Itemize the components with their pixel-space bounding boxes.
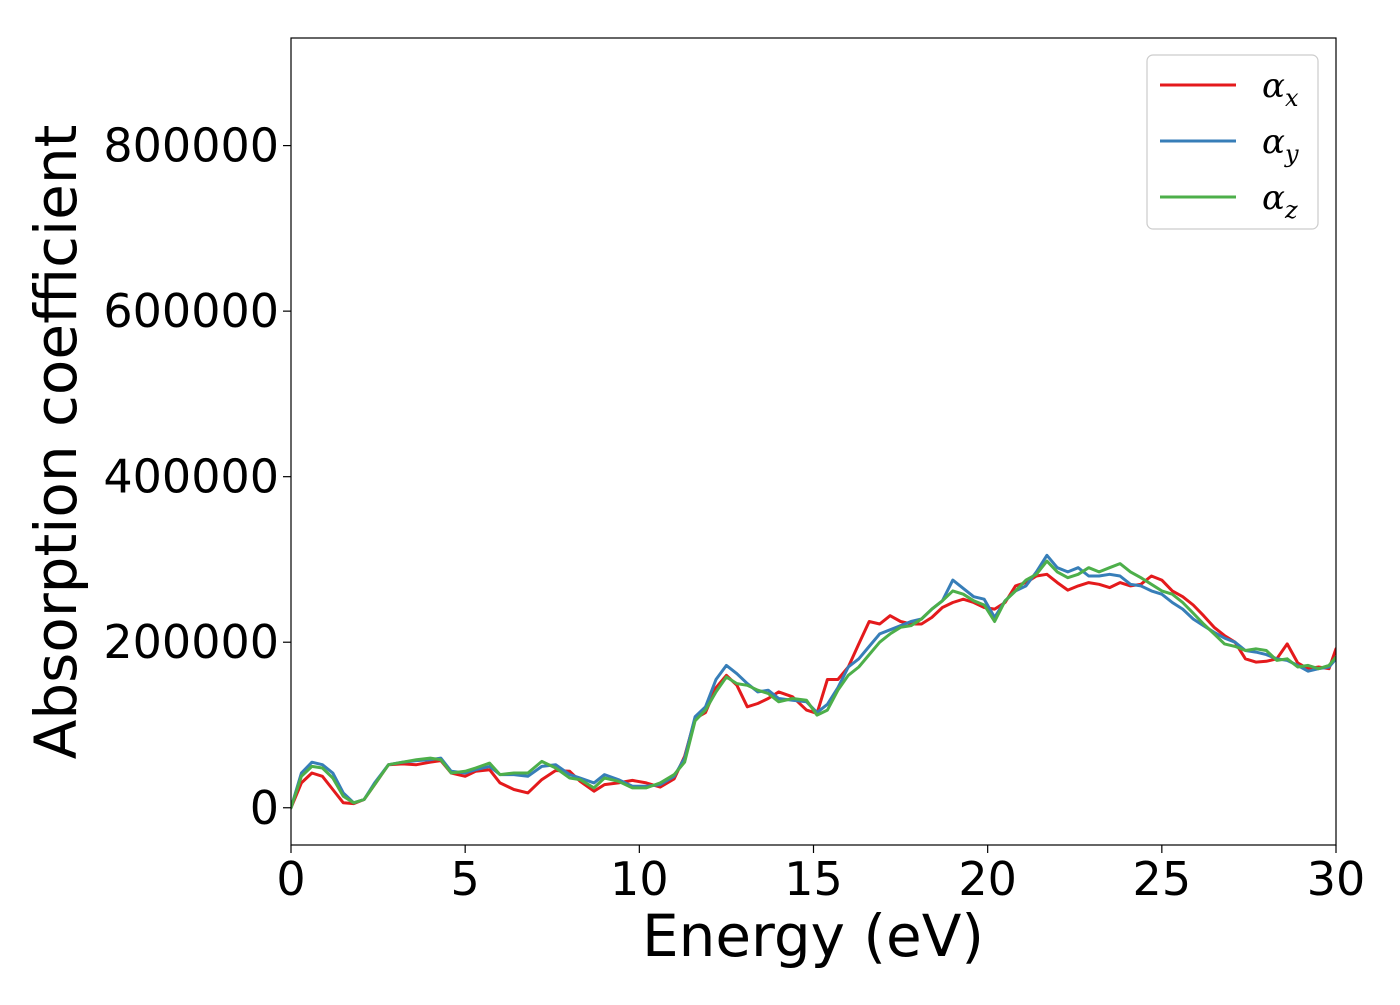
x-tick-label: 15	[784, 852, 843, 906]
y-axis: 0 200000 400000 600000 800000	[103, 119, 291, 835]
y-tick-label: 600000	[103, 284, 279, 338]
y-tick-label: 400000	[103, 450, 279, 504]
y-tick-label: 800000	[103, 119, 279, 173]
y-tick-label: 0	[250, 781, 279, 835]
x-tick-label: 5	[451, 852, 480, 906]
x-axis-title: Energy (eV)	[642, 902, 984, 970]
series-line-y	[291, 553, 1336, 810]
y-axis-title: Absorption coefficient	[22, 125, 90, 760]
x-tick-label: 20	[958, 852, 1017, 906]
y-tick-label: 200000	[103, 615, 279, 669]
x-axis: 0 5 10 15 20 25 30	[276, 845, 1365, 906]
x-tick-label: 10	[610, 852, 669, 906]
x-tick-label: 0	[276, 852, 305, 906]
series-line-z	[291, 559, 1336, 810]
series-line-x	[291, 572, 1336, 810]
x-tick-label: 30	[1307, 852, 1366, 906]
series-layer	[291, 553, 1336, 810]
x-tick-label: 25	[1133, 852, 1192, 906]
legend-label-z: αz	[1262, 178, 1298, 224]
